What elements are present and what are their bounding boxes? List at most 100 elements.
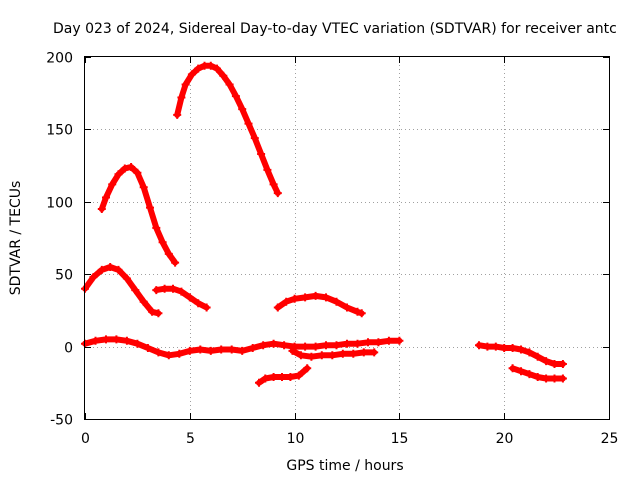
series-arc-7 xyxy=(273,291,366,318)
data-point xyxy=(280,341,289,350)
data-point xyxy=(542,357,551,366)
data-point xyxy=(317,351,326,360)
data-point xyxy=(290,294,299,303)
data-point xyxy=(227,345,236,354)
x-tick-label: 15 xyxy=(391,431,409,447)
chart-title: Day 023 of 2024, Sidereal Day-to-day VTE… xyxy=(53,21,617,37)
data-point xyxy=(303,364,312,373)
data-point xyxy=(491,342,500,351)
data-point xyxy=(146,203,154,212)
data-point xyxy=(508,364,517,373)
data-point xyxy=(273,189,282,198)
data-point xyxy=(296,351,305,360)
data-point xyxy=(206,346,215,355)
data-point xyxy=(196,345,205,354)
data-point xyxy=(139,297,148,306)
data-point xyxy=(294,371,303,380)
x-tick-label: 25 xyxy=(601,431,619,447)
data-point xyxy=(231,92,240,101)
data-point xyxy=(322,341,330,350)
data-point xyxy=(112,335,121,344)
data-point xyxy=(127,163,136,171)
plot-frame xyxy=(84,56,610,420)
series-arc-5 xyxy=(173,61,282,198)
data-point xyxy=(177,287,186,296)
data-point xyxy=(152,286,161,295)
data-point xyxy=(273,303,282,312)
y-axis-label: SDTVAR / TECUs xyxy=(8,181,24,296)
series-line xyxy=(274,292,365,317)
data-point xyxy=(322,293,330,302)
data-point xyxy=(194,64,203,73)
series-arc-1 xyxy=(81,335,404,360)
data-point xyxy=(238,346,247,355)
series-arc-6 xyxy=(255,364,312,387)
data-point xyxy=(91,336,100,345)
data-point xyxy=(89,273,98,282)
data-point xyxy=(269,180,278,189)
data-point xyxy=(148,307,157,316)
x-tick-label: 10 xyxy=(287,431,305,447)
data-point xyxy=(181,80,190,89)
data-point xyxy=(120,164,129,173)
data-point xyxy=(133,339,142,348)
data-point xyxy=(257,150,266,158)
data-point xyxy=(108,180,117,189)
data-point xyxy=(525,370,534,379)
series-layer xyxy=(81,61,567,387)
data-point xyxy=(122,336,131,345)
data-point xyxy=(364,338,372,347)
data-point xyxy=(143,344,152,352)
data-point xyxy=(164,249,173,258)
data-point xyxy=(114,265,123,274)
data-point xyxy=(278,373,286,381)
data-point xyxy=(171,258,180,267)
data-point xyxy=(370,348,379,357)
data-point xyxy=(517,367,525,376)
data-point xyxy=(542,374,551,383)
y-tick-label: 0 xyxy=(64,341,73,357)
data-point xyxy=(250,134,259,143)
data-point xyxy=(338,349,347,358)
data-point xyxy=(263,165,272,174)
data-point xyxy=(217,345,226,354)
data-point xyxy=(213,64,221,73)
data-point xyxy=(219,71,228,80)
y-tick-label: 100 xyxy=(46,196,73,212)
data-point xyxy=(114,170,123,179)
y-tick-label: 150 xyxy=(46,123,73,139)
data-point xyxy=(307,352,316,361)
data-point xyxy=(202,303,211,312)
data-point xyxy=(261,374,270,383)
data-point xyxy=(343,339,351,348)
x-axis-label: GPS time / hours xyxy=(286,458,403,474)
series-line xyxy=(174,62,281,197)
data-point xyxy=(288,346,297,355)
data-point xyxy=(269,373,278,381)
data-point xyxy=(102,335,110,344)
data-point xyxy=(185,346,194,355)
data-point xyxy=(343,303,351,312)
data-point xyxy=(255,378,263,387)
data-point xyxy=(158,238,167,247)
series-arc-8 xyxy=(288,346,379,361)
data-point xyxy=(384,336,393,345)
data-point xyxy=(517,345,525,354)
data-point xyxy=(475,341,483,350)
data-point xyxy=(177,93,186,102)
data-point xyxy=(244,119,253,128)
series-arc-3 xyxy=(97,163,180,267)
data-point xyxy=(106,263,115,271)
data-point xyxy=(508,344,517,352)
series-arc-2 xyxy=(81,263,163,318)
data-point xyxy=(332,297,341,306)
x-tick-label: 20 xyxy=(496,431,514,447)
series-arc-10 xyxy=(508,364,567,383)
data-point xyxy=(328,351,337,360)
data-point xyxy=(206,61,215,70)
data-point xyxy=(102,193,110,202)
data-point xyxy=(311,342,320,351)
grid xyxy=(85,57,609,419)
data-point xyxy=(395,336,404,345)
data-point xyxy=(225,80,234,89)
